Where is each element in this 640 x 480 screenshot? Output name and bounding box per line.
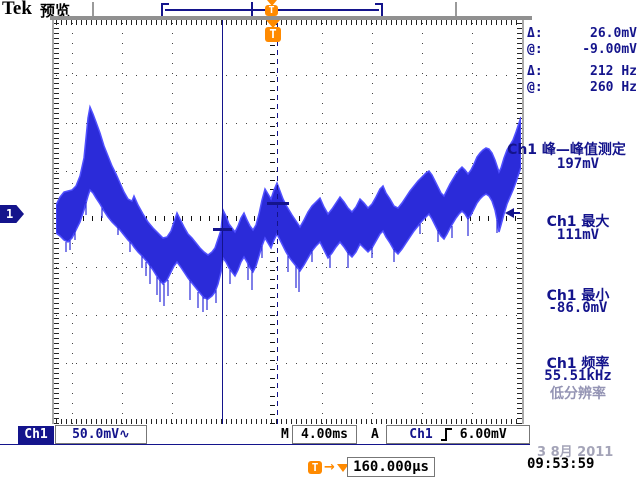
trigger-point-t-icon[interactable]: T bbox=[265, 27, 281, 42]
grid-division-row bbox=[56, 315, 521, 316]
meas-freq-label: Ch1 频率 bbox=[546, 356, 610, 372]
cursor-delta-freq-row: Δ: 212 Hz bbox=[527, 64, 637, 80]
meas-min-label: Ch1 最小 bbox=[546, 288, 610, 304]
delta-label: Δ: bbox=[527, 64, 543, 79]
channel-1-badge[interactable]: Ch1 bbox=[18, 426, 54, 444]
timebase-prefix: M bbox=[281, 427, 289, 442]
vertical-scale-value: 50.0mV bbox=[72, 427, 120, 442]
trigger-source: Ch1 bbox=[409, 427, 433, 442]
bottom-separator bbox=[0, 444, 530, 445]
timebase-value: 4.00ms bbox=[301, 427, 348, 442]
meas-max-label: Ch1 最大 bbox=[546, 214, 610, 230]
meas-pkpk-value: 197mV bbox=[556, 156, 600, 172]
delta-label: Δ: bbox=[527, 26, 543, 41]
grid-division-col bbox=[172, 20, 173, 424]
timebase-box[interactable]: 4.00ms bbox=[292, 425, 357, 444]
grid-ticks-right bbox=[517, 20, 524, 424]
at-freq-value: 260 Hz bbox=[590, 80, 637, 95]
top-separator bbox=[50, 16, 532, 20]
meas-freq-value: 55.51kHz bbox=[544, 368, 612, 384]
trigger-position-value: 160.000µs bbox=[353, 459, 429, 475]
right-arrow-icon: → bbox=[324, 460, 335, 475]
acquisition-mode-label: 预览 bbox=[40, 2, 71, 20]
grid-ticks-top bbox=[56, 20, 521, 25]
grid-division-row bbox=[56, 171, 521, 172]
cursor-1-line[interactable] bbox=[222, 20, 223, 424]
trigger-pos-t-icon: T bbox=[308, 461, 322, 474]
trigger-position-box[interactable]: 160.000µs bbox=[347, 457, 435, 477]
record-center-tick bbox=[251, 2, 253, 16]
meas-pkpk-label: Ch1 峰—峰值测定 bbox=[507, 142, 626, 158]
down-triangle-icon bbox=[337, 464, 349, 472]
time-text: 09:53:59 bbox=[527, 456, 595, 472]
trigger-box[interactable]: Ch1 6.00mV bbox=[386, 425, 530, 444]
date-text: 3 8月 2011 bbox=[537, 445, 614, 460]
vertical-scale-box[interactable]: 50.0mV∿ bbox=[55, 425, 147, 444]
trigger-position-arrow-icon[interactable] bbox=[267, 0, 277, 6]
trigger-level-arrow-tail bbox=[513, 212, 520, 214]
grid-division-row bbox=[56, 363, 521, 364]
delta-voltage-value: 26.0mV bbox=[590, 26, 637, 41]
at-voltage-value: -9.00mV bbox=[582, 42, 637, 57]
record-tick-right bbox=[455, 2, 457, 16]
at-label: @: bbox=[527, 42, 543, 57]
rising-edge-icon bbox=[440, 428, 452, 441]
graticule: T bbox=[52, 20, 524, 424]
cursor-at-freq-row: @: 260 Hz bbox=[527, 80, 637, 96]
record-tick-left bbox=[92, 2, 94, 16]
at-label: @: bbox=[527, 80, 543, 95]
meas-freq-note: 低分辨率 bbox=[550, 386, 606, 402]
cursor-2-line[interactable] bbox=[277, 20, 278, 424]
grid-division-row bbox=[56, 123, 521, 124]
trigger-point-arrow-icon[interactable] bbox=[266, 20, 280, 28]
meas-min-value: -86.0mV bbox=[548, 300, 608, 316]
coupling-wave-icon: ∿ bbox=[119, 427, 130, 442]
trigger-position-t-icon[interactable]: T bbox=[265, 5, 278, 16]
tek-logo: Tek bbox=[2, 0, 32, 19]
waveform bbox=[56, 104, 521, 312]
trigger-level-arrow-icon[interactable] bbox=[505, 208, 514, 218]
delta-freq-value: 212 Hz bbox=[590, 64, 637, 79]
trigger-prefix: A bbox=[371, 427, 379, 442]
grid-division-col bbox=[422, 20, 423, 424]
cursor-at-voltage-row: @: -9.00mV bbox=[527, 42, 637, 58]
grid-division-row bbox=[56, 75, 521, 76]
grid-division-col bbox=[472, 20, 473, 424]
grid-ticks-bottom bbox=[56, 419, 521, 424]
cursor-1-level-tick bbox=[213, 228, 232, 231]
meas-max-value: 111mV bbox=[556, 227, 600, 243]
trigger-level-value: 6.00mV bbox=[459, 427, 507, 442]
cursor-delta-voltage-row: Δ: 26.0mV bbox=[527, 26, 637, 42]
channel-1-ground-marker[interactable]: 1 bbox=[0, 205, 24, 223]
cursor-2-level-tick bbox=[267, 202, 289, 205]
